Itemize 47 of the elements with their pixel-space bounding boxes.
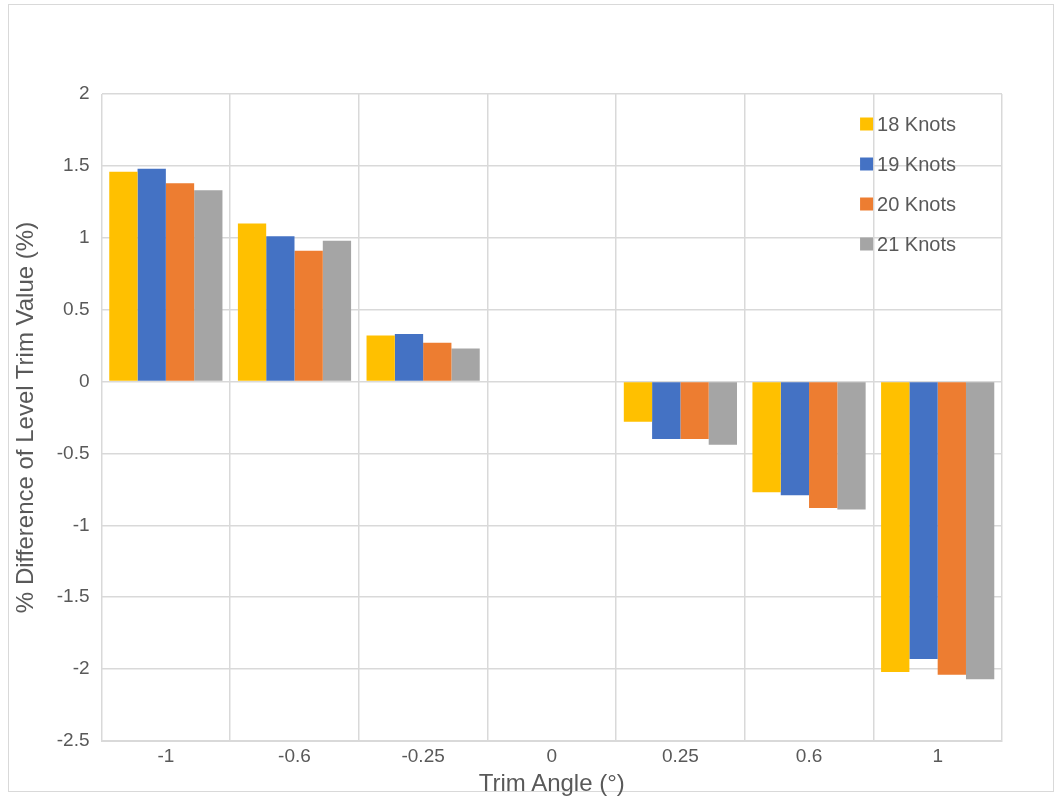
y-tick-label: -1.5	[56, 585, 90, 607]
x-tick-label: -0.6	[278, 744, 311, 766]
y-tick-label: 0	[78, 369, 90, 391]
legend-label: 20 Knots	[877, 192, 957, 215]
y-tick-label: -0.5	[56, 441, 90, 463]
legend-label: 19 Knots	[877, 152, 957, 175]
y-tick-label: 0.5	[63, 297, 90, 319]
bar	[194, 190, 223, 381]
y-tick-label: -2	[72, 657, 90, 679]
bar	[294, 250, 323, 381]
bar	[809, 382, 838, 509]
bar	[937, 382, 966, 675]
bar	[165, 183, 195, 381]
y-tick-label: 2	[78, 82, 90, 104]
y-axis-title: % Difference of Level Trim Value (%)	[11, 221, 39, 614]
bar	[137, 168, 166, 381]
x-tick-label: 0.25	[661, 744, 699, 766]
y-tick-label: -1	[72, 513, 90, 535]
bar	[423, 342, 452, 381]
bar	[623, 382, 653, 422]
bar	[881, 382, 910, 672]
y-tick-label: -2.5	[56, 729, 90, 751]
bar	[708, 382, 738, 445]
x-axis-title: Trim Angle (°)	[478, 768, 625, 796]
bar	[909, 382, 938, 660]
y-tick-label: 1.5	[63, 154, 90, 176]
y-tick-label: 1	[78, 226, 90, 248]
bar	[322, 240, 352, 381]
bar	[780, 382, 810, 496]
bar	[965, 382, 995, 680]
x-tick-label: -0.25	[401, 744, 445, 766]
x-tick-label: 0.6	[795, 744, 823, 766]
bar	[266, 236, 295, 381]
bar	[109, 171, 138, 381]
bar	[451, 348, 480, 381]
bar	[752, 382, 781, 493]
bar	[237, 223, 267, 381]
x-tick-label: 1	[932, 744, 943, 766]
x-tick-label: -1	[157, 744, 175, 766]
bar	[652, 382, 681, 440]
bar	[837, 382, 866, 510]
bar	[394, 334, 424, 381]
legend-label: 18 Knots	[877, 112, 957, 135]
legend-label: 21 Knots	[877, 232, 957, 255]
bar	[680, 382, 709, 440]
bar	[366, 335, 395, 381]
x-tick-label: 0	[546, 744, 558, 766]
